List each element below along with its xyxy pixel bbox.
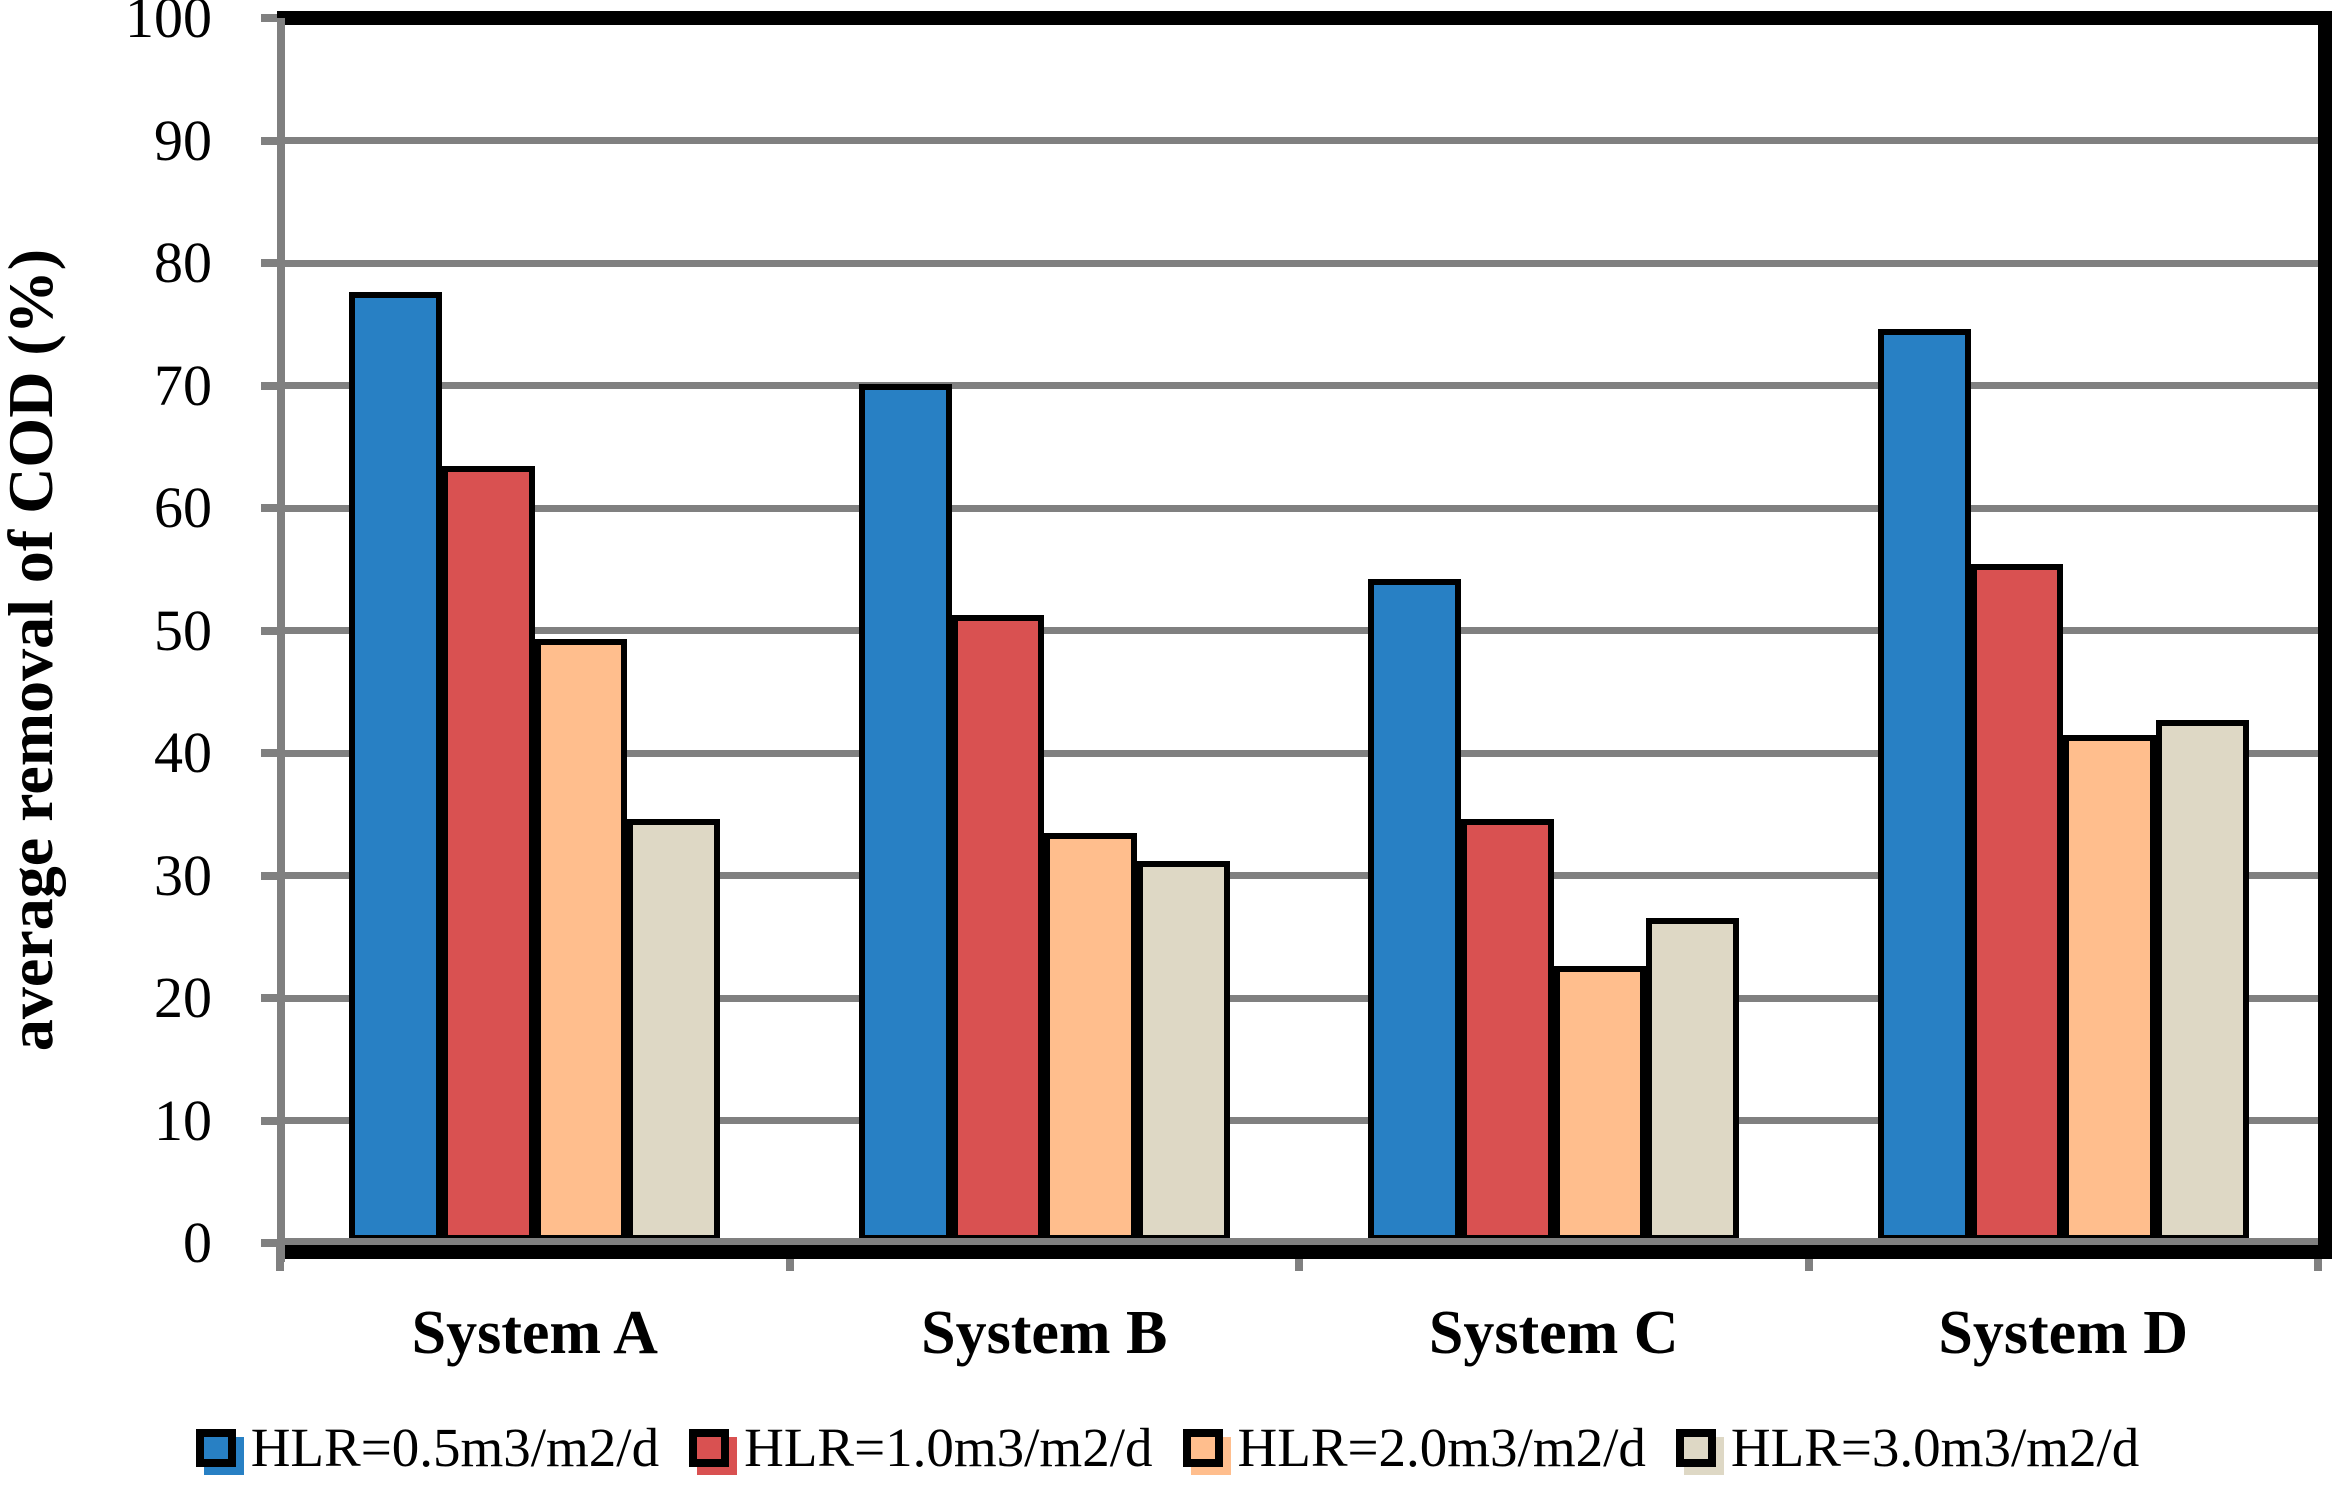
x-axis-line [280,1238,2318,1245]
y-tick-label-10: 10 [154,1087,212,1153]
bar-system-d-s2 [2063,734,2156,1241]
y-tick-label-20: 20 [154,965,212,1030]
gridline-y60 [280,504,2318,512]
bar-system-b-s0 [858,384,952,1241]
bar-system-a-s1 [442,466,535,1241]
gridline-y80 [280,259,2318,267]
gridline-y10 [280,1117,2318,1124]
gridline-y20 [280,994,2318,1002]
bar-system-d-s1 [1970,564,2064,1241]
y-tick-mark-30 [261,871,280,880]
y-tick-mark-20 [261,994,280,1002]
legend-item-1: HLR=0.5m3/m2/d [195,1417,660,1478]
legend-label: HLR=1.0m3/m2/d [744,1417,1153,1478]
y-tick-mark-90 [261,136,280,145]
bar-system-b-s3 [1136,860,1230,1241]
y-axis-line [277,18,285,1262]
x-boundary-tick-4 [2314,1247,2322,1271]
y-tick-mark-10 [261,1116,280,1125]
bar-system-a-s0 [349,292,443,1241]
y-tick-label-50: 50 [154,597,212,663]
plot-right-border [2318,11,2332,1259]
x-boundary-tick-2 [1295,1247,1303,1271]
y-tick-label-100: 100 [125,0,212,50]
legend-item-2: HLR=1.0m3/m2/d [689,1417,1153,1478]
x-category-label-4: System D [1938,1299,2189,1367]
x-boundary-tick-3 [1804,1247,1813,1271]
bar-system-b-s2 [1044,832,1137,1241]
legend-item-4: HLR=3.0m3/m2/d [1675,1417,2140,1478]
bar-system-a-s2 [534,639,628,1241]
x-category-label-1: System A [411,1299,658,1367]
y-tick-mark-40 [261,749,280,757]
legend-marker-icon [1675,1429,1716,1467]
bar-system-d-s0 [1877,329,1971,1241]
legend-label: HLR=0.5m3/m2/d [250,1417,660,1478]
x-axis-black-line [280,1245,2332,1259]
gridline-y70 [280,382,2318,389]
bar-system-c-s1 [1461,819,1554,1241]
x-boundary-tick-1 [785,1247,794,1271]
legend-marker-icon [689,1429,730,1467]
bar-system-c-s2 [1553,966,1647,1241]
y-tick-mark-100 [261,14,280,22]
bar-system-c-s3 [1646,918,1739,1241]
legend-label: HLR=2.0m3/m2/d [1237,1417,1646,1478]
y-tick-mark-60 [261,504,280,512]
y-tick-label-80: 80 [154,230,212,295]
bar-system-a-s3 [627,819,720,1241]
x-category-label-2: System B [921,1299,1168,1367]
y-tick-mark-70 [261,381,280,390]
gridline-y40 [280,749,2318,757]
bar-system-c-s0 [1368,579,1462,1241]
y-tick-label-90: 90 [154,107,212,173]
bar-system-d-s3 [2155,719,2249,1241]
x-category-label-3: System C [1428,1299,1679,1367]
y-tick-mark-80 [261,259,280,267]
plot-top-border [277,11,2332,25]
gridline-y30 [280,872,2318,879]
legend-label: HLR=3.0m3/m2/d [1730,1417,2140,1478]
bar-system-b-s1 [951,614,1045,1241]
y-tick-label-30: 30 [154,842,212,908]
legend-marker-icon [1182,1429,1223,1467]
legend: HLR=0.5m3/m2/d HLR=1.0m3/m2/d HLR=2.0m3/m2… [0,1412,2335,1484]
gridline-y90 [280,137,2318,144]
y-tick-mark-50 [261,626,280,635]
legend-marker-icon [195,1429,236,1467]
y-tick-label-40: 40 [154,720,212,785]
gridline-y50 [280,627,2318,634]
y-tick-label-70: 70 [154,352,212,418]
y-tick-mark-0 [261,1239,280,1247]
legend-item-3: HLR=2.0m3/m2/d [1182,1417,1646,1478]
y-tick-label-60: 60 [154,475,212,540]
y-tick-label-0: 0 [183,1210,212,1275]
